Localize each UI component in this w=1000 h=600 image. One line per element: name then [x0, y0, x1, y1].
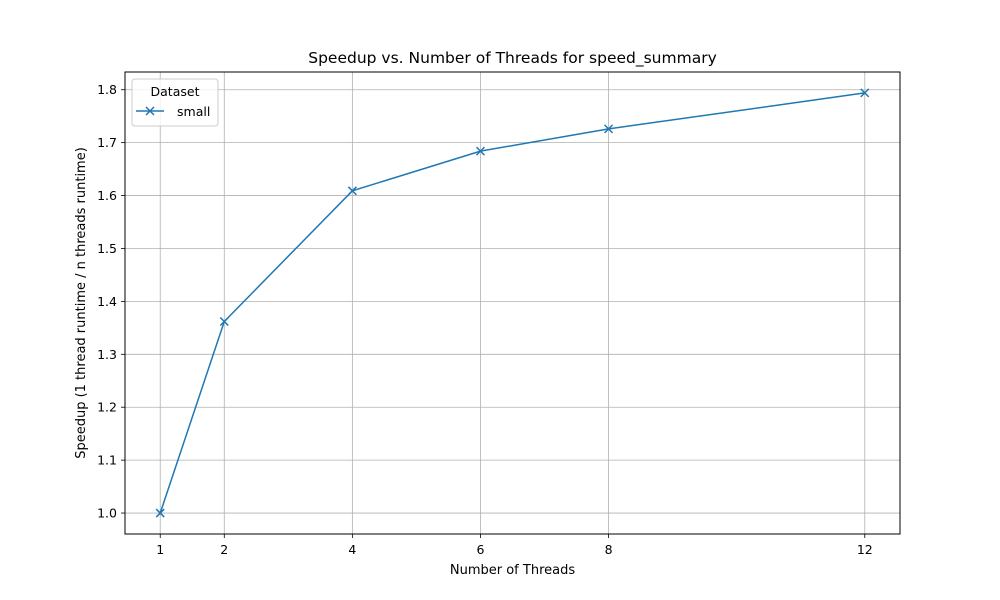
- data-point-marker: [475, 146, 486, 156]
- x-tick-label: 4: [348, 542, 356, 557]
- series-line-small: [159, 92, 865, 514]
- data-point-marker: [219, 316, 229, 327]
- y-tick-label: 1.5: [97, 241, 117, 256]
- data-point-marker: [155, 508, 165, 518]
- data-point-marker: [604, 124, 614, 134]
- y-tick-label: 1.8: [97, 82, 117, 97]
- y-axis-label: Speedup (1 thread runtime / n threads ru…: [74, 147, 89, 459]
- legend-title: Dataset: [151, 84, 200, 99]
- legend-marker-small: [145, 106, 155, 116]
- series-layer: [155, 88, 870, 518]
- y-tick-label: 1.6: [97, 188, 117, 203]
- legend-label-small: small: [177, 104, 210, 119]
- grid-lines: [125, 72, 900, 534]
- x-axis-label: Number of Threads: [450, 563, 575, 578]
- x-tick-label: 12: [857, 542, 873, 557]
- axis-ticks: 1 2 4 6 8 121.01.11.21.31.41.51.61.71.8: [97, 82, 873, 557]
- x-tick-label: 8: [605, 542, 613, 557]
- y-tick-label: 1.4: [97, 294, 117, 309]
- x-tick-label: 6: [476, 542, 484, 557]
- data-point-marker: [347, 186, 357, 196]
- chart-title: Speedup vs. Number of Threads for speed_…: [308, 49, 717, 68]
- y-tick-label: 1.7: [97, 135, 117, 150]
- y-tick-label: 1.1: [97, 453, 117, 468]
- y-tick-label: 1.0: [97, 506, 117, 521]
- data-point-marker: [860, 88, 870, 98]
- y-tick-label: 1.3: [97, 347, 117, 362]
- x-tick-label: 2: [220, 542, 228, 557]
- plot-area-frame: [124, 71, 901, 535]
- y-tick-label: 1.2: [97, 400, 117, 415]
- x-tick-label: 1: [156, 542, 164, 557]
- legend: Dataset small: [131, 78, 219, 127]
